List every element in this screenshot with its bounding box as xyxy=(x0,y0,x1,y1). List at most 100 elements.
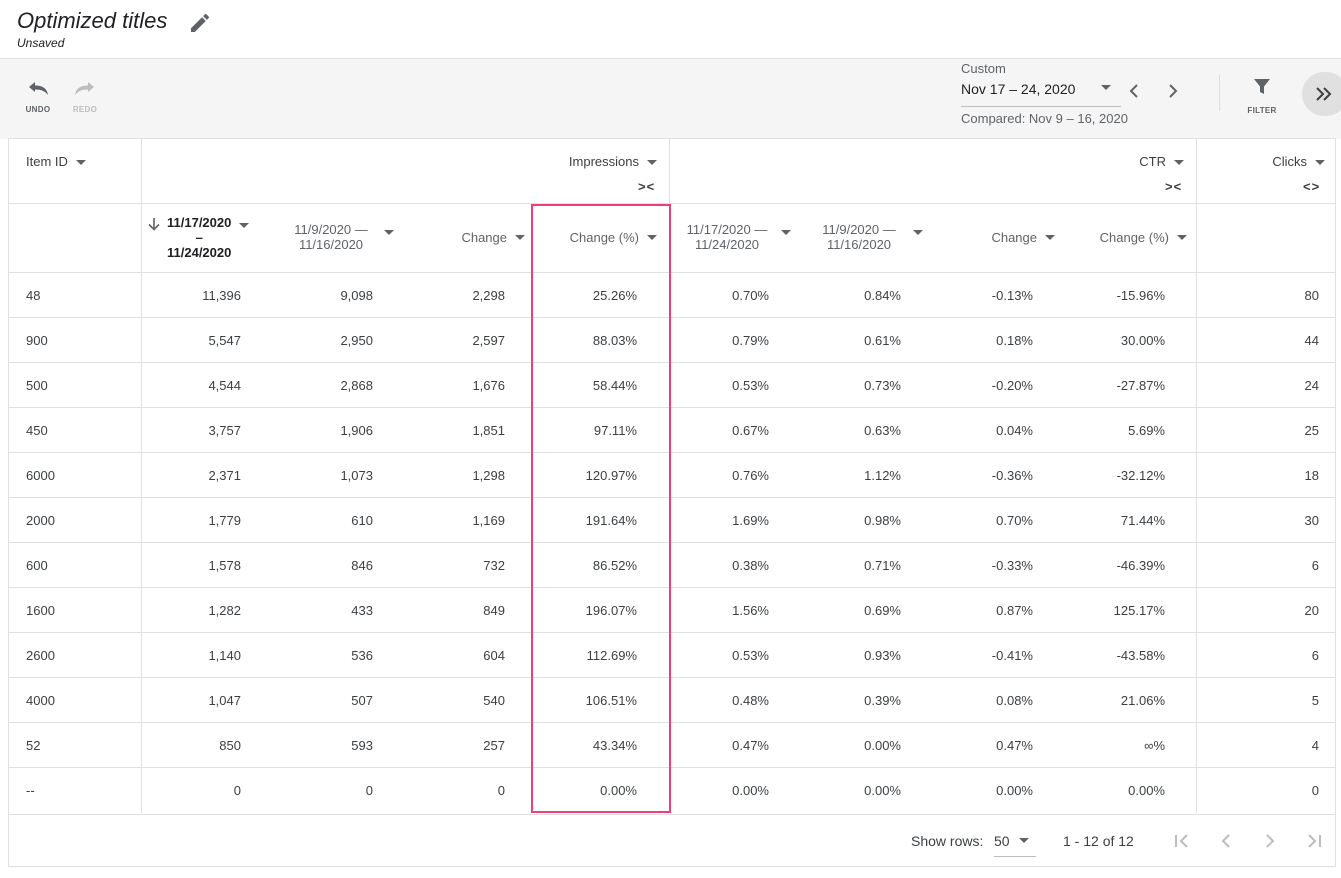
table-row[interactable]: 2600 1,140 536 604 112.69% 0.53% 0.93% -0.41% -4… xyxy=(9,633,1335,678)
filter-button[interactable]: FILTER xyxy=(1244,77,1280,115)
cell-ctr-change-pct: 71.44% xyxy=(1120,513,1165,528)
row-divider xyxy=(9,632,1335,633)
expand-clicks-icon[interactable]: <> xyxy=(1303,179,1321,194)
redo-icon xyxy=(75,82,94,95)
imp-prev-label: 11/9/2020 — 11/16/2020 xyxy=(294,222,368,252)
table-row[interactable]: 1600 1,282 433 849 196.07% 1.56% 0.69% 0.87% 125… xyxy=(9,588,1335,633)
table-row[interactable]: -- 0 0 0 0.00% 0.00% 0.00% 0.00% 0.00% 0 xyxy=(9,768,1335,813)
cell-ctr-prev: 0.84% xyxy=(864,288,901,303)
cell-imp-change: 732 xyxy=(483,558,505,573)
row-divider xyxy=(9,362,1335,363)
expand-panel-button[interactable] xyxy=(1302,72,1341,116)
cell-clicks: 20 xyxy=(1304,603,1319,618)
cell-clicks: 4 xyxy=(1311,738,1319,753)
first-page-icon[interactable] xyxy=(1171,830,1193,852)
column-header-imp-change[interactable]: Change xyxy=(429,203,525,271)
row-divider xyxy=(9,407,1335,408)
group-header-impressions[interactable]: Impressions xyxy=(409,154,657,169)
table-row[interactable]: 600 1,578 846 732 86.52% 0.38% 0.71% -0.33% -46.… xyxy=(9,543,1335,588)
last-page-icon[interactable] xyxy=(1303,830,1325,852)
date-underline xyxy=(961,106,1121,107)
cell-imp-current: 3,757 xyxy=(208,423,241,438)
cell-imp-prev: 507 xyxy=(351,693,373,708)
cell-ctr-change-pct: -27.87% xyxy=(1116,378,1165,393)
table-row[interactable]: 48 11,396 9,098 2,298 25.26% 0.70% 0.84% -0.13%… xyxy=(9,273,1335,318)
chevron-left-icon[interactable] xyxy=(1124,81,1144,101)
table-row[interactable]: 2000 1,779 610 1,169 191.64% 1.69% 0.98% 0.70% 7… xyxy=(9,498,1335,543)
cell-ctr-change-pct: 5.69% xyxy=(1128,423,1165,438)
cell-imp-change: 1,851 xyxy=(472,423,505,438)
cell-ctr-change-pct: -43.58% xyxy=(1116,648,1165,663)
table-row[interactable]: 900 5,547 2,950 2,597 88.03% 0.79% 0.61% 0.18% 3… xyxy=(9,318,1335,363)
cell-imp-change: 604 xyxy=(483,648,505,663)
table-row[interactable]: 6000 2,371 1,073 1,298 120.97% 0.76% 1.12% -0.3… xyxy=(9,453,1335,498)
chevron-down-icon xyxy=(1315,160,1325,166)
cell-imp-change-pct: 106.51% xyxy=(585,693,637,708)
chevron-right-icon[interactable] xyxy=(1163,81,1183,101)
cell-ctr-change-pct: 0.00% xyxy=(1128,783,1165,798)
cell-ctr-change-pct: ∞% xyxy=(1144,738,1165,753)
cell-ctr-current: 0.76% xyxy=(732,468,769,483)
cell-imp-change: 257 xyxy=(483,738,505,753)
column-header-imp-current[interactable]: 11/17/2020 – 11/24/2020 xyxy=(147,203,267,271)
column-header-imp-prev[interactable]: 11/9/2020 — 11/16/2020 xyxy=(279,203,394,271)
pencil-icon[interactable] xyxy=(188,11,212,35)
cell-imp-change-pct: 97.11% xyxy=(593,423,637,438)
column-header-ctr-current[interactable]: 11/17/2020 — 11/24/2020 xyxy=(679,203,791,271)
column-header-ctr-prev[interactable]: 11/9/2020 — 11/16/2020 xyxy=(809,203,923,271)
cell-ctr-change-pct: -15.96% xyxy=(1116,288,1165,303)
rows-per-page-select[interactable]: 50 xyxy=(994,833,1010,849)
save-status: Unsaved xyxy=(17,36,65,50)
cell-item-id: 6000 xyxy=(26,468,55,483)
cell-imp-prev: 1,906 xyxy=(340,423,373,438)
cell-ctr-current: 1.69% xyxy=(732,513,769,528)
cell-imp-current: 1,140 xyxy=(208,648,241,663)
chevron-down-icon[interactable] xyxy=(1101,85,1111,90)
collapse-impressions-icon[interactable]: >< xyxy=(638,179,656,194)
previous-page-icon[interactable] xyxy=(1215,830,1237,852)
cell-ctr-change: -0.41% xyxy=(991,648,1033,663)
cell-ctr-change: 0.08% xyxy=(996,693,1033,708)
column-header-ctr-change[interactable]: Change xyxy=(959,203,1055,271)
ctr-label: CTR xyxy=(1139,154,1166,169)
cell-imp-prev: 0 xyxy=(365,783,373,798)
column-header-ctr-change-pct[interactable]: Change (%) xyxy=(1069,203,1187,271)
cell-clicks: 30 xyxy=(1304,513,1319,528)
select-underline xyxy=(994,856,1036,857)
cell-imp-change-pct: 88.03% xyxy=(592,333,637,348)
imp-current-start: 11/17/2020 xyxy=(167,214,232,230)
group-header-ctr[interactable]: CTR xyxy=(1009,154,1184,169)
compared-range: Compared: Nov 9 – 16, 2020 xyxy=(961,111,1128,126)
cell-imp-change-pct: 112.69% xyxy=(586,648,637,663)
cell-imp-current: 2,371 xyxy=(208,468,241,483)
table-row[interactable]: 4000 1,047 507 540 106.51% 0.48% 0.39% 0.08% 21.… xyxy=(9,678,1335,723)
redo-button[interactable]: REDO xyxy=(65,79,105,114)
undo-button[interactable]: UNDO xyxy=(18,79,58,114)
show-rows-label: Show rows: xyxy=(911,833,984,849)
table-row[interactable]: 52 850 593 257 43.34% 0.47% 0.00% 0.47% ∞% 4 xyxy=(9,723,1335,768)
cell-ctr-prev: 0.69% xyxy=(864,603,901,618)
date-range-selector[interactable]: Nov 17 – 24, 2020 xyxy=(961,81,1076,97)
column-header-imp-change-pct[interactable]: Change (%) xyxy=(539,203,657,271)
ctr-prev-label: 11/9/2020 — 11/16/2020 xyxy=(822,222,896,252)
table-row[interactable]: 500 4,544 2,868 1,676 58.44% 0.53% 0.73% -0.20%… xyxy=(9,363,1335,408)
table-row[interactable]: 450 3,757 1,906 1,851 97.11% 0.67% 0.63% 0.04% 5… xyxy=(9,408,1335,453)
cell-ctr-current: 0.53% xyxy=(732,648,769,663)
cell-ctr-current: 0.67% xyxy=(732,423,769,438)
cell-ctr-prev: 0.73% xyxy=(864,378,901,393)
cell-ctr-current: 0.47% xyxy=(732,738,769,753)
item-id-label: Item ID xyxy=(26,154,68,169)
cell-imp-current: 1,047 xyxy=(208,693,241,708)
cell-item-id: 600 xyxy=(26,558,48,573)
collapse-ctr-icon[interactable]: >< xyxy=(1165,179,1183,194)
cell-item-id: 450 xyxy=(26,423,48,438)
cell-imp-change-pct: 58.44% xyxy=(592,378,637,393)
group-header-clicks[interactable]: Clicks xyxy=(1209,154,1325,169)
cell-imp-change: 849 xyxy=(483,603,505,618)
column-header-item-id[interactable]: Item ID xyxy=(26,154,86,169)
cell-imp-current: 11,396 xyxy=(202,288,241,303)
next-page-icon[interactable] xyxy=(1259,830,1281,852)
chevron-down-icon xyxy=(239,223,250,228)
chevron-down-icon[interactable] xyxy=(1019,838,1029,843)
row-divider xyxy=(9,497,1335,498)
